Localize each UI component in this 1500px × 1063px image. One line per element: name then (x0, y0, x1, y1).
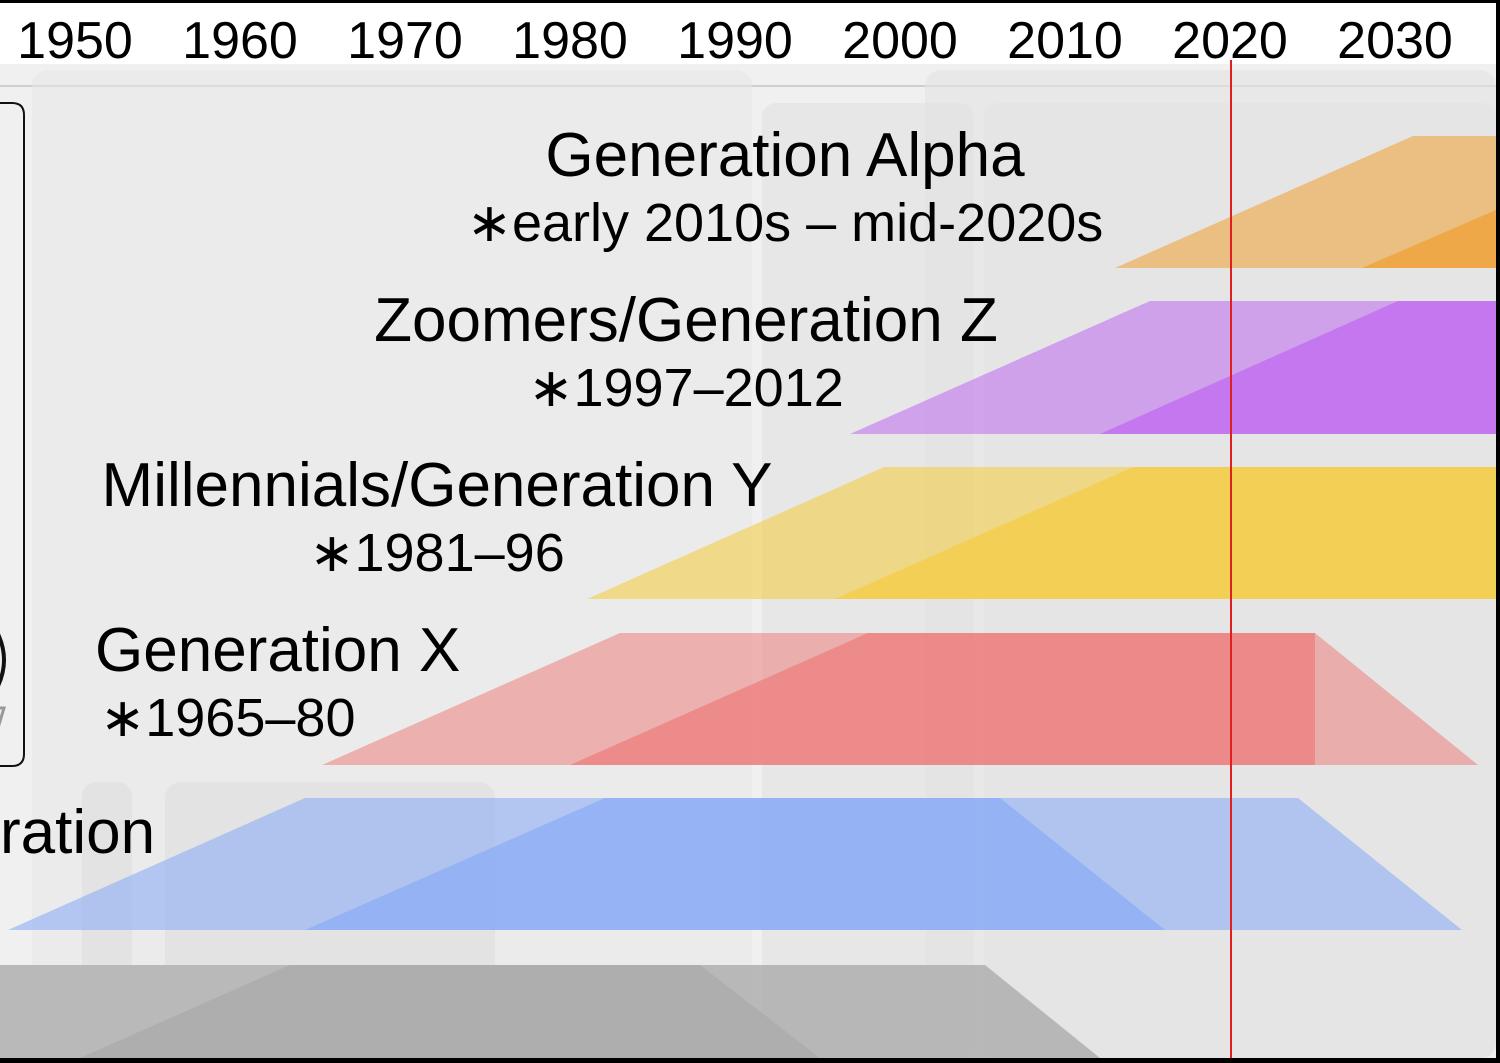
generation-range: ∗early 2010s – mid-2020s (467, 193, 1104, 253)
generation-band-y (587, 467, 1496, 599)
generation-label-boomers: ration (0, 798, 155, 867)
generation-range: ∗1997–2012 (528, 358, 844, 418)
top-border (0, 0, 1500, 3)
year-tick: 1980 (512, 12, 628, 70)
generation-name: Generation Alpha (545, 121, 1025, 190)
y-inner-band (835, 467, 1496, 599)
alpha-outer-band (1115, 136, 1496, 268)
generation-label-y: Millennials/Generation Y ∗1981–96 (102, 451, 773, 583)
generation-range: ∗1981–96 (309, 523, 564, 583)
generation-label-alpha: Generation Alpha ∗early 2010s – mid-2020… (467, 121, 1104, 253)
year-tick: 1950 (17, 12, 133, 70)
generation-band-boomers (8, 798, 1462, 930)
callout-glyph-fragment (0, 706, 7, 727)
generation-name: ration (0, 798, 155, 867)
older-generation-band (0, 965, 1100, 1058)
generation-label-z: Zoomers/Generation Z ∗1997–2012 (374, 286, 998, 418)
generation-label-x: Generation X ∗1965–80 (95, 616, 460, 748)
generation-range: ∗1965–80 (100, 688, 355, 748)
alpha-inner-band (1362, 210, 1496, 268)
year-tick: 1960 (182, 12, 298, 70)
year-tick: 2010 (1007, 12, 1123, 70)
callout-box (0, 102, 25, 767)
year-axis: 1950 1960 1970 1980 1990 2000 2010 2020 … (17, 12, 1453, 70)
year-tick: 1970 (347, 12, 463, 70)
generation-band-z (850, 301, 1496, 434)
right-border (1496, 0, 1500, 1058)
generation-name: Generation X (95, 616, 460, 685)
year-tick: 1990 (677, 12, 793, 70)
generation-band-alpha (1115, 136, 1496, 268)
x-inner-band (570, 633, 1315, 765)
callout-glyph-fragment (0, 633, 6, 687)
year-tick: 2030 (1337, 12, 1453, 70)
boomers-inner-band (305, 798, 1165, 930)
older-generation-inner (80, 965, 1100, 1058)
generation-name: Zoomers/Generation Z (374, 286, 998, 355)
generation-name: Millennials/Generation Y (102, 451, 773, 520)
year-tick: 2000 (842, 12, 958, 70)
generation-band-x (322, 633, 1478, 765)
z-inner-band (1100, 301, 1496, 434)
